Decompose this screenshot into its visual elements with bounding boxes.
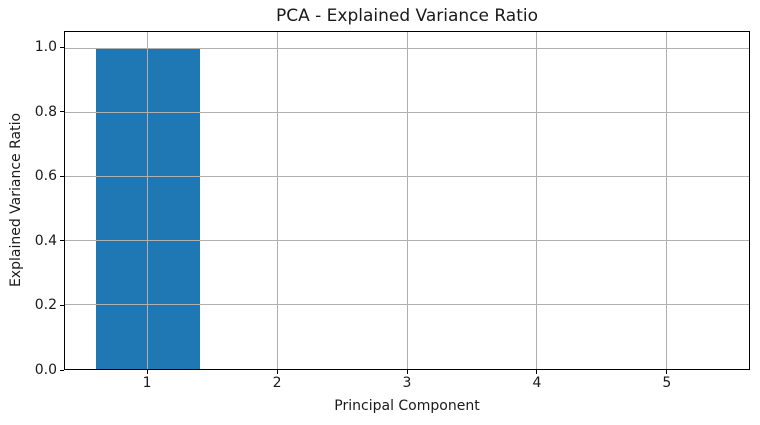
y-tick-mark-0.6 xyxy=(60,175,64,177)
x-tick-mark-5 xyxy=(666,370,668,374)
x-tick-label-1: 1 xyxy=(142,375,152,391)
gridline-y-0 xyxy=(65,368,749,369)
gridline-x-5 xyxy=(665,32,667,369)
gridline-y-1 xyxy=(65,47,749,49)
x-tick-label-3: 3 xyxy=(402,375,412,391)
x-axis-label: Principal Component xyxy=(334,398,480,414)
gridline-y-0.4 xyxy=(65,240,749,242)
y-tick-mark-0.4 xyxy=(60,240,64,242)
x-tick-mark-1 xyxy=(146,370,148,374)
chart-title: PCA - Explained Variance Ratio xyxy=(275,6,539,26)
gridline-y-0.8 xyxy=(65,111,749,113)
y-tick-label-0.4: 0.4 xyxy=(34,232,57,249)
x-tick-label-4: 4 xyxy=(532,375,542,391)
gridline-y-0.6 xyxy=(65,175,749,177)
x-tick-mark-3 xyxy=(406,370,408,374)
y-tick-label-0.2: 0.2 xyxy=(34,297,57,314)
y-tick-mark-1 xyxy=(60,46,64,48)
gridline-x-3 xyxy=(406,32,408,369)
x-tick-label-2: 2 xyxy=(272,375,282,391)
y-tick-mark-0.2 xyxy=(60,304,64,306)
y-tick-label-0.8: 0.8 xyxy=(34,103,57,120)
y-tick-label-0: 0.0 xyxy=(34,362,57,378)
x-tick-mark-2 xyxy=(276,370,278,374)
y-tick-label-0.6: 0.6 xyxy=(34,168,57,185)
plot-area xyxy=(64,31,750,370)
y-tick-label-1: 1.0 xyxy=(34,39,57,56)
y-tick-mark-0.8 xyxy=(60,111,64,113)
x-tick-label-5: 5 xyxy=(662,375,672,391)
gridline-y-0.2 xyxy=(65,304,749,306)
gridline-x-4 xyxy=(536,32,538,369)
y-axis-label: Explained Variance Ratio xyxy=(8,112,24,288)
gridline-x-2 xyxy=(276,32,278,369)
x-tick-mark-4 xyxy=(536,370,538,374)
gridline-x-1 xyxy=(147,32,149,369)
y-tick-mark-0 xyxy=(60,369,64,371)
